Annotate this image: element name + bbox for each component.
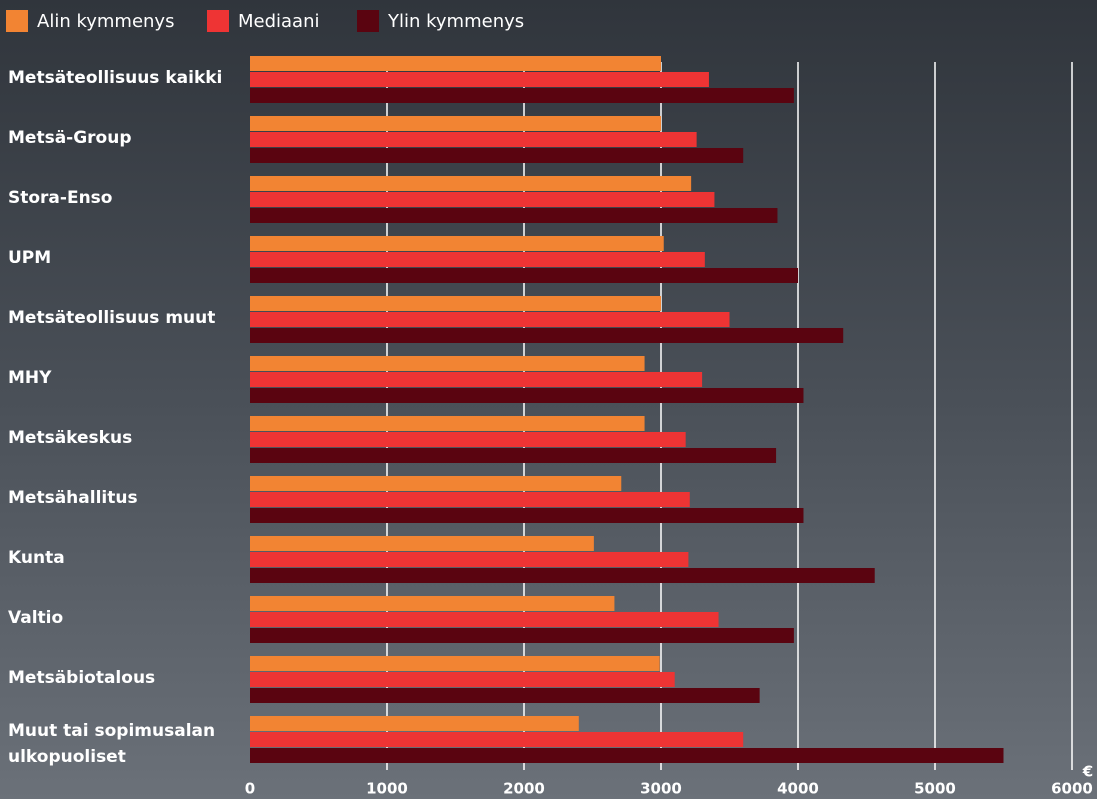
bar <box>250 568 875 583</box>
bar <box>250 492 690 507</box>
bar <box>250 148 744 163</box>
x-tick-label: 2000 <box>503 780 545 798</box>
category-label: Metsäteollisuus muut <box>8 308 216 328</box>
legend-label: Alin kymmenys <box>37 11 174 32</box>
category-label: Muut tai sopimusalan ulkopuoliset <box>8 721 216 767</box>
x-tick-label: 5000 <box>914 780 956 798</box>
bar <box>250 432 686 447</box>
legend-swatch <box>207 10 229 32</box>
bar <box>250 508 804 523</box>
bar <box>250 208 778 223</box>
bar <box>250 176 692 191</box>
category-label: Stora-Enso <box>8 188 113 208</box>
x-tick-label: 3000 <box>640 780 682 798</box>
category-label: Metsäkeskus <box>8 428 133 448</box>
category-label: MHY <box>8 368 52 388</box>
bar <box>250 236 664 251</box>
bar <box>250 388 804 403</box>
category-label: Metsäteollisuus kaikki <box>8 68 223 88</box>
bar <box>250 716 579 731</box>
legend-swatch <box>6 10 28 32</box>
bar <box>250 296 661 311</box>
category-label: Metsä-Group <box>8 128 132 148</box>
x-tick-label: 6000 <box>1051 780 1093 798</box>
category-label: Metsäbiotalous <box>8 668 156 688</box>
bar <box>250 476 622 491</box>
x-tick-label: 0 <box>245 780 255 798</box>
bar <box>250 596 615 611</box>
unit-label: € <box>1082 763 1093 781</box>
bar <box>250 56 661 71</box>
bar <box>250 552 689 567</box>
legend-swatch <box>357 10 379 32</box>
category-label: Metsähallitus <box>8 488 138 508</box>
bar <box>250 252 705 267</box>
bar <box>250 356 645 371</box>
bar <box>250 748 1004 763</box>
bar <box>250 132 697 147</box>
bar <box>250 88 794 103</box>
bar <box>250 732 744 747</box>
bar <box>250 672 675 687</box>
category-label: Kunta <box>8 548 65 568</box>
bar <box>250 328 844 343</box>
bar <box>250 612 719 627</box>
bar <box>250 116 661 131</box>
category-label: UPM <box>8 248 52 268</box>
bar <box>250 448 777 463</box>
bar <box>250 656 660 671</box>
x-tick-label: 1000 <box>366 780 408 798</box>
bar <box>250 72 709 87</box>
bar <box>250 372 703 387</box>
legend-label: Ylin kymmenys <box>387 11 524 32</box>
x-tick-label: 4000 <box>777 780 819 798</box>
bar <box>250 536 594 551</box>
bar <box>250 688 760 703</box>
bar <box>250 416 645 431</box>
bar <box>250 628 794 643</box>
bar <box>250 312 730 327</box>
category-label: Valtio <box>8 608 64 628</box>
bar <box>250 268 798 283</box>
bar <box>250 192 715 207</box>
legend-label: Mediaani <box>238 11 320 32</box>
